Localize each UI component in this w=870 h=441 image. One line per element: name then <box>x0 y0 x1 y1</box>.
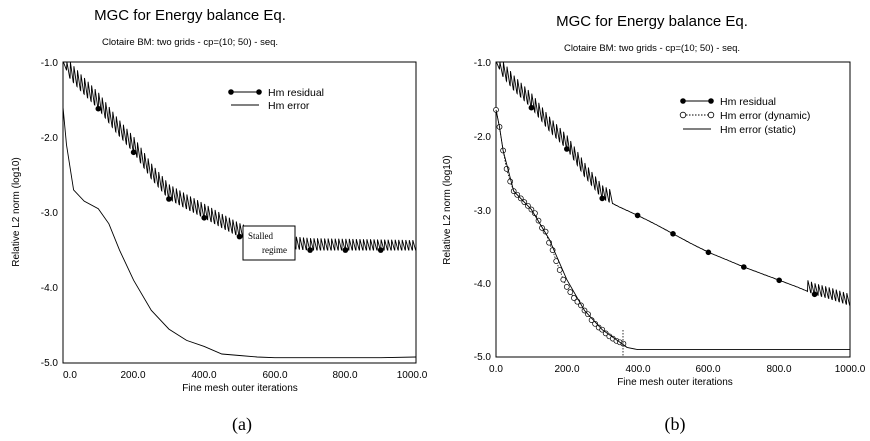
chart-a-x-ticks: 0.0 200.0 400.0 600.0 800.0 1000.0 <box>63 370 428 381</box>
chart-a-caption: (a) <box>232 414 252 435</box>
legend-label-hm-error: Hm error <box>268 100 310 112</box>
annotation-box <box>242 225 296 261</box>
chart-a-x-tick: 1000.0 <box>397 370 428 381</box>
legend-marker-hm-error-dynamic <box>707 111 715 119</box>
chart-b-x-tick: 600.0 <box>695 364 720 375</box>
chart-b-series-group <box>493 61 851 351</box>
chart-b-y-tick: -3.0 <box>474 206 492 217</box>
data-point-hm-residual <box>811 291 818 298</box>
chart-a-x-tick: 200.0 <box>120 370 145 381</box>
chart-a-y-tick: -4.0 <box>41 283 59 294</box>
chart-a-y-tick: -1.0 <box>41 58 59 69</box>
data-point-hm-residual <box>236 233 243 240</box>
chart-b-x-tick: 400.0 <box>625 364 650 375</box>
chart-b-title: MGC for Energy balance Eq. <box>556 13 748 30</box>
data-point-hm-error-dynamic <box>592 320 598 327</box>
chart-b-x-tick: 1000.0 <box>835 364 866 375</box>
data-point-hm-residual <box>670 231 676 237</box>
chart-a-y-tick: -3.0 <box>41 208 59 219</box>
chart-b-x-tick: 800.0 <box>766 364 791 375</box>
chart-a-x-tick: 0.0 <box>63 370 77 381</box>
data-point-hm-error-dynamic <box>620 340 627 347</box>
legend-marker-hm-residual <box>680 98 686 104</box>
chart-a-x-axis-label: Fine mesh outer iterations <box>182 383 298 394</box>
chart-b-y-tick: -5.0 <box>474 352 492 363</box>
stalled-regime-annotation: Stalled regime <box>242 225 296 261</box>
data-point-hm-residual <box>377 247 384 253</box>
legend-label-hm-error-dynamic: Hm error (dynamic) <box>720 110 810 122</box>
chart-b-x-tick: 200.0 <box>554 364 579 375</box>
chart-a-series-group <box>62 61 417 359</box>
chart-b: MGC for Energy balance Eq. Clotaire BM: … <box>442 13 866 435</box>
chart-b-x-tick: 0.0 <box>489 364 503 375</box>
chart-a-legend: Hm residual Hm error <box>228 87 324 112</box>
chart-a-title: MGC for Energy balance Eq. <box>94 7 286 24</box>
chart-a-y-tick: -5.0 <box>41 358 59 369</box>
chart-a-y-tick: -2.0 <box>41 133 59 144</box>
chart-a-y-ticks: -1.0 -2.0 -3.0 -4.0 -5.0 <box>41 58 59 369</box>
annotation-line-2: regime <box>262 245 287 255</box>
data-point-hm-residual <box>342 247 349 253</box>
chart-a-plot-frame <box>62 61 417 364</box>
chart-a-x-tick: 400.0 <box>191 370 216 381</box>
chart-b-y-tick: -1.0 <box>474 58 492 69</box>
chart-b-y-tick: -2.0 <box>474 132 492 143</box>
legend-marker-hm-residual <box>228 89 234 95</box>
data-point-hm-residual <box>741 264 747 270</box>
chart-a: MGC for Energy balance Eq. Clotaire BM: … <box>11 7 428 435</box>
annotation-line-1: Stalled <box>248 231 273 241</box>
data-point-hm-error-dynamic <box>567 289 574 295</box>
series-line-hm-residual <box>495 61 851 306</box>
legend-label-hm-residual: Hm residual <box>268 87 324 99</box>
chart-b-plot-frame <box>495 61 851 358</box>
data-point-hm-residual <box>634 212 641 219</box>
chart-a-subtitle: Clotaire BM: two grids - cp=(10; 50) - s… <box>102 37 278 48</box>
chart-b-subtitle: Clotaire BM: two grids - cp=(10; 50) - s… <box>564 43 740 54</box>
series-line-hm-error-static <box>495 109 850 351</box>
chart-b-legend: Hm residual Hm error (dynamic) Hm error … <box>679 96 810 136</box>
legend-marker-hm-error-dynamic <box>679 111 687 119</box>
data-point-hm-error-dynamic <box>571 295 577 301</box>
data-point-hm-residual <box>776 277 782 284</box>
data-point-hm-residual <box>528 104 535 111</box>
data-point-hm-residual <box>307 247 313 253</box>
legend-marker-hm-residual <box>708 98 714 104</box>
data-point-hm-error-dynamic <box>560 276 567 283</box>
legend-label-hm-error-static: Hm error (static) <box>720 124 796 136</box>
series-line-hm-residual <box>62 61 417 251</box>
chart-a-x-tick: 600.0 <box>262 370 287 381</box>
chart-b-x-ticks: 0.0 200.0 400.0 600.0 800.0 1000.0 <box>489 364 866 375</box>
legend-marker-hm-residual <box>256 89 262 95</box>
chart-b-y-ticks: -1.0 -2.0 -3.0 -4.0 -5.0 <box>474 58 492 363</box>
chart-b-y-tick: -4.0 <box>474 279 492 290</box>
data-point-hm-residual <box>95 105 102 112</box>
data-point-hm-residual <box>166 196 172 202</box>
data-point-hm-residual <box>599 195 605 202</box>
chart-a-x-tick: 800.0 <box>332 370 357 381</box>
chart-b-y-axis-label: Relative L2 norm (log10) <box>442 155 453 265</box>
chart-b-caption: (b) <box>665 414 686 435</box>
data-point-hm-residual <box>130 149 137 156</box>
chart-a-y-axis-label: Relative L2 norm (log10) <box>11 157 22 267</box>
data-point-hm-residual <box>705 249 712 256</box>
series-line-hm-error-dynamic <box>495 109 624 345</box>
series-line-hm-error <box>62 107 417 359</box>
data-point-hm-residual <box>564 146 570 152</box>
data-point-hm-error-dynamic <box>602 330 609 337</box>
data-point-hm-error-dynamic <box>563 284 570 290</box>
chart-b-x-axis-label: Fine mesh outer iterations <box>617 377 733 388</box>
legend-label-hm-residual: Hm residual <box>720 96 776 108</box>
data-point-hm-residual <box>201 215 207 221</box>
